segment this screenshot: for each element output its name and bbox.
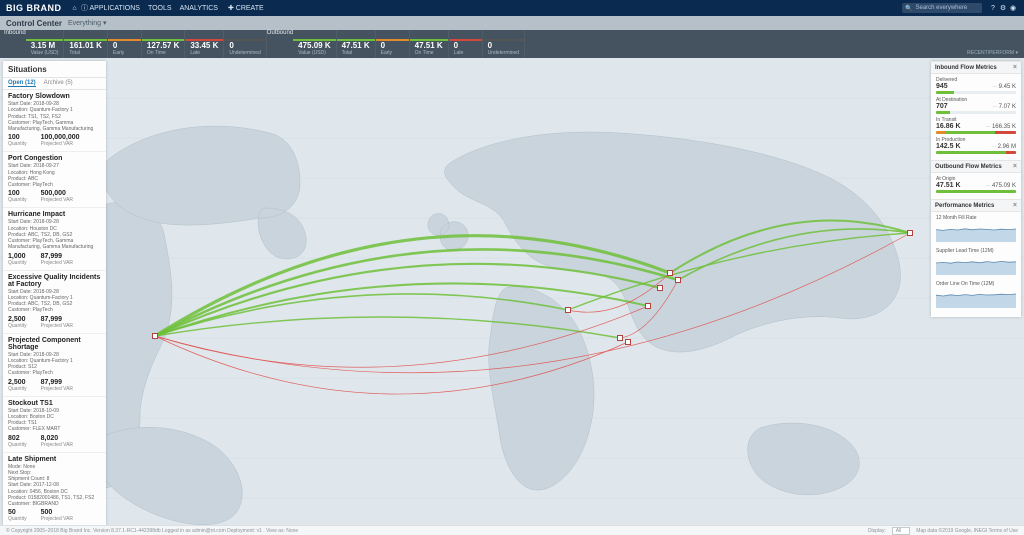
kpi-group-label: Outbound [267,30,293,58]
brand-logo[interactable]: BIG BRAND [6,3,62,13]
metrics-section-header: Inbound Flow Metrics× [931,61,1021,74]
home-icon[interactable]: ⌂ [70,5,80,12]
kpi-tile[interactable]: 47.51 KTotal [337,30,376,58]
nav-applications[interactable]: APPLICATIONS [90,5,140,12]
flow-metric: Delivered945⋯ 9.45 K [936,77,1016,94]
situations-header: Situations [3,61,106,78]
kpi-tile[interactable]: 0Undetermined [224,30,266,58]
metrics-panel: Inbound Flow Metrics× Delivered945⋯ 9.45 … [931,61,1021,317]
flow-metric: In Production142.5 K⋯ 2.96 M [936,137,1016,154]
help-icon[interactable]: ? [988,5,998,12]
tab-open[interactable]: Open (12) [8,80,36,87]
flow-metric: At Origin47.51 K⋯ 475.09 K [936,176,1016,193]
kpi-view-toggle[interactable]: RECENT/PERFORM ▾ [967,50,1018,56]
user-avatar-icon[interactable]: ◉ [1008,4,1018,12]
search-icon: 🔍 [905,5,912,12]
kpi-tile[interactable]: 0Early [108,30,142,58]
footer-left: © Copyright 2005–2018 Big Brand Inc. Ver… [6,528,298,534]
perf-sparkline [936,288,1016,308]
footer: © Copyright 2005–2018 Big Brand Inc. Ver… [0,525,1024,535]
situation-item[interactable]: Stockout TS1Start Date: 2018-10-09Locati… [3,397,106,453]
situation-item[interactable]: Hurricane ImpactStart Date: 2018-09-28Lo… [3,208,106,270]
info-icon[interactable]: ⓘ [80,3,90,13]
topbar: BIG BRAND ⌂ ⓘ APPLICATIONS TOOLS ANALYTI… [0,0,1024,16]
kpi-tile[interactable]: 0Undetermined [483,30,525,58]
settings-icon[interactable]: ⚙ [998,4,1008,12]
map-land-layer [0,58,1024,535]
perf-chart-label: Supplier Lead Time (12M) [936,248,1016,254]
display-label: Display: [868,528,886,534]
kpi-group-label: Inbound [4,30,26,58]
perf-sparkline [936,255,1016,275]
flow-metric: At Destination707⋯ 7.07 K [936,97,1016,114]
scope-selector[interactable]: Everything ▾ [68,19,107,27]
perf-chart-label: 12 Month Fill Rate [936,215,1016,221]
kpi-tile[interactable]: 3.15 MValue (USD) [26,30,65,58]
kpi-tile[interactable]: 475.09 KValue (USD) [293,30,336,58]
kpi-tile[interactable]: 0Early [376,30,410,58]
kpi-tile[interactable]: 0Late [449,30,483,58]
situation-item[interactable]: Projected Component ShortageStart Date: … [3,334,106,397]
kpi-tile[interactable]: 47.51 KOn Time [410,30,449,58]
topnav: APPLICATIONS TOOLS ANALYTICS [90,5,218,12]
main-area: Situations Open (12) Archive (5) Factory… [0,58,1024,535]
search-placeholder: Search everywhere [915,5,967,11]
situation-item[interactable]: Factory SlowdownStart Date: 2018-09-28Lo… [3,90,106,152]
close-icon[interactable]: × [1013,163,1017,170]
close-icon[interactable]: × [1013,202,1017,209]
kpi-strip: RECENT/PERFORM ▾ Inbound3.15 MValue (USD… [0,30,1024,58]
nav-analytics[interactable]: ANALYTICS [180,5,218,12]
display-select[interactable]: All [892,527,911,535]
create-button[interactable]: ✚ CREATE [228,4,264,12]
situation-item[interactable]: Excessive Quality Incidents at FactorySt… [3,271,106,334]
close-icon[interactable]: × [1013,64,1017,71]
situation-item[interactable]: Late ShipmentMode: NoneNext Stop:Shipmen… [3,453,106,528]
page-subheader: Control Center Everything ▾ [0,16,1024,30]
perf-sparkline [936,222,1016,242]
map-attribution: Map data ©2019 Google, INEGI Terms of Us… [916,528,1018,534]
metrics-section-header: Performance Metrics× [931,199,1021,212]
nav-tools[interactable]: TOOLS [148,5,172,12]
situations-list[interactable]: Factory SlowdownStart Date: 2018-09-28Lo… [3,90,106,527]
search-input[interactable]: 🔍 Search everywhere [902,3,982,13]
situations-tabs: Open (12) Archive (5) [3,78,106,90]
situation-item[interactable]: Port CongestionStart Date: 2018-09-27Loc… [3,152,106,208]
situations-panel: Situations Open (12) Archive (5) Factory… [3,61,106,527]
tab-archive[interactable]: Archive (5) [44,80,73,87]
metrics-section-header: Outbound Flow Metrics× [931,160,1021,173]
page-title: Control Center [6,19,62,28]
flow-metric: In Transit16.86 K⋯ 166.35 K [936,117,1016,134]
world-map[interactable] [0,58,1024,535]
kpi-tile[interactable]: 127.57 KOn Time [142,30,185,58]
kpi-tile[interactable]: 161.01 KTotal [64,30,107,58]
kpi-tile[interactable]: 33.45 KLate [185,30,224,58]
perf-chart-label: Order Line On Time (12M) [936,281,1016,287]
